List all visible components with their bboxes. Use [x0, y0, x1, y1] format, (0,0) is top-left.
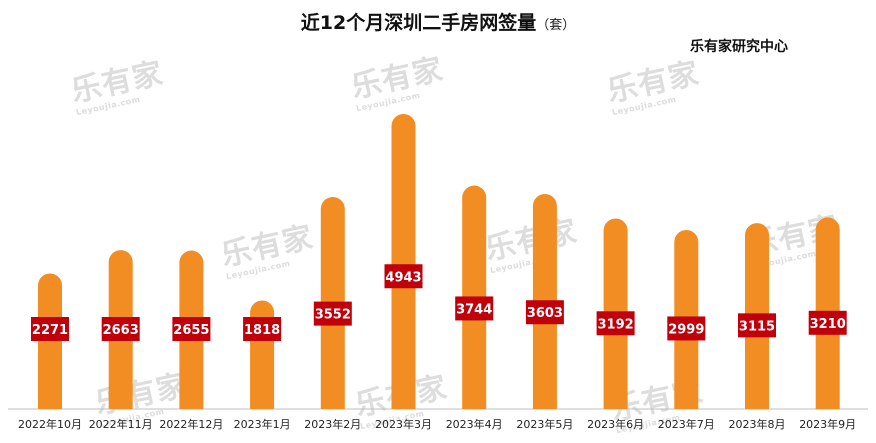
data-label: 3744 — [456, 302, 492, 317]
x-tick-label: 2023年6月 — [587, 417, 644, 431]
data-label-box — [31, 317, 69, 341]
x-tick-label: 2022年11月 — [89, 417, 153, 431]
data-label-box — [384, 264, 423, 289]
data-label-box — [243, 317, 282, 341]
x-tick-label: 2023年9月 — [799, 417, 856, 431]
bar — [391, 114, 416, 409]
x-tick-label: 2023年3月 — [375, 417, 432, 431]
x-tick-label: 2023年1月 — [234, 417, 291, 431]
x-tick-label: 2022年12月 — [159, 417, 223, 431]
source-label: 乐有家研究中心 — [690, 39, 788, 55]
bar — [38, 273, 62, 409]
x-tick-label: 2022年10月 — [18, 417, 82, 431]
data-label: 1818 — [244, 323, 280, 338]
data-label-box — [596, 311, 635, 336]
data-label-box — [738, 313, 776, 338]
x-tick-label: 2023年5月 — [516, 417, 573, 431]
x-tick-label: 2023年2月 — [304, 417, 361, 431]
data-label-box — [455, 296, 494, 321]
data-label-box — [172, 317, 211, 341]
x-tick-label: 2023年8月 — [729, 417, 786, 431]
data-label-box — [808, 310, 847, 335]
data-label: 3210 — [810, 317, 846, 332]
data-label: 3603 — [527, 306, 563, 321]
bar — [250, 300, 275, 409]
x-tick-label: 2023年7月 — [658, 417, 715, 431]
data-label: 3115 — [739, 319, 775, 334]
data-label-box — [101, 317, 140, 341]
data-label-box — [313, 301, 352, 326]
data-label: 2655 — [173, 323, 209, 338]
data-label: 3192 — [598, 317, 634, 332]
data-label-box — [667, 316, 706, 341]
chart-title: 近12个月深圳二手房网签量（套） — [0, 8, 876, 35]
data-label: 3552 — [315, 308, 351, 323]
chart-title-unit: （套） — [536, 18, 576, 33]
data-label: 2663 — [103, 323, 139, 338]
chart-title-text: 近12个月深圳二手房网签量 — [300, 12, 537, 34]
data-label: 2999 — [668, 322, 704, 337]
data-label-box — [525, 300, 564, 325]
data-label: 2271 — [32, 323, 68, 338]
x-tick-label: 2023年4月 — [446, 417, 503, 431]
data-label: 4943 — [385, 270, 421, 285]
